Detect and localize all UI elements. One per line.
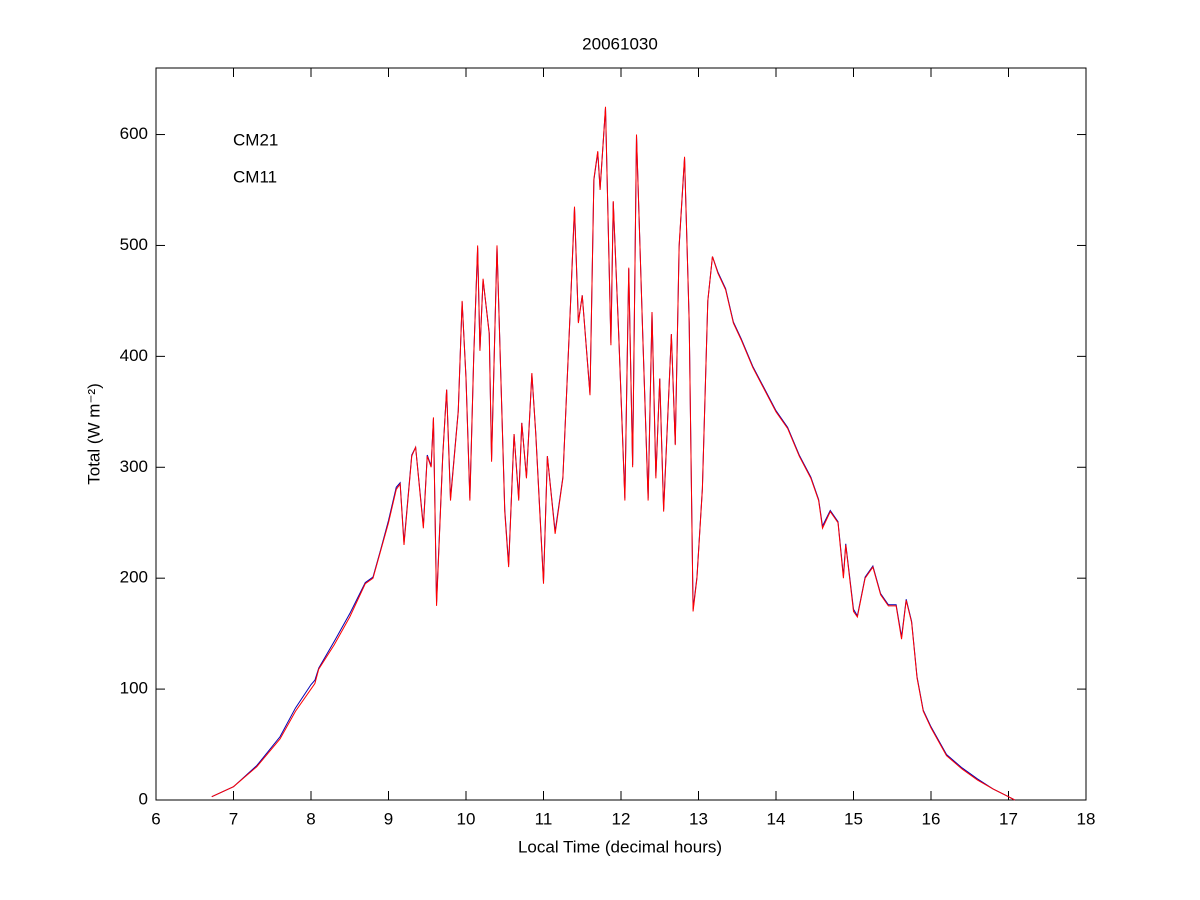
y-tick-label: 600	[120, 124, 148, 143]
x-tick-label: 10	[457, 809, 476, 828]
x-tick-label: 17	[999, 809, 1018, 828]
legend-label: CM11	[233, 167, 277, 186]
data-line	[211, 106, 1015, 801]
y-tick-label: 100	[120, 679, 148, 698]
y-tick-label: 300	[120, 457, 148, 476]
x-tick-label: 7	[229, 809, 238, 828]
x-tick-label: 9	[384, 809, 393, 828]
x-tick-label: 11	[535, 809, 553, 828]
y-tick-label: 400	[120, 346, 148, 365]
y-axis-label: Total (W m⁻²)	[84, 383, 103, 485]
x-tick-label: 15	[844, 809, 863, 828]
x-tick-label: 16	[922, 809, 941, 828]
x-tick-label: 14	[767, 809, 786, 828]
x-axis-label: Local Time (decimal hours)	[518, 837, 722, 856]
y-tick-label: 500	[120, 235, 148, 254]
x-tick-label: 12	[612, 809, 631, 828]
x-tick-label: 8	[306, 809, 315, 828]
x-tick-label: 13	[689, 809, 708, 828]
x-tick-label: 6	[151, 809, 160, 828]
y-tick-label: 200	[120, 568, 148, 587]
x-tick-label: 18	[1077, 809, 1096, 828]
y-tick-label: 0	[139, 789, 148, 808]
legend-label: CM21	[233, 130, 278, 149]
chart-title: 20061030	[582, 34, 658, 53]
